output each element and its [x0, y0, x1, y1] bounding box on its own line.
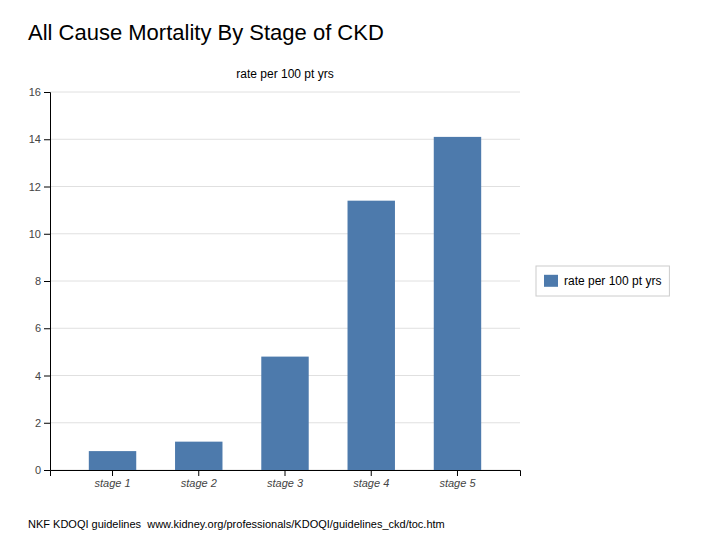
bars [89, 137, 481, 470]
y-tick-label: 16 [29, 86, 41, 98]
footer: NKF KDOQI guidelines www.kidney.org/prof… [28, 518, 445, 530]
bar [434, 137, 481, 470]
y-tick-mark [44, 423, 50, 424]
y-tick-mark [44, 187, 50, 188]
x-axis: stage 1 stage 2 stage 3 stage 4 stage 5 [51, 470, 521, 489]
x-tick-mark [371, 470, 372, 476]
plot: rate per 100 pt yrs0246810121416stage 1s… [29, 67, 521, 489]
y-tick: 16 [29, 86, 50, 98]
x-axis-line [51, 471, 521, 477]
y-tick-mark [44, 281, 50, 282]
y-tick-mark [44, 92, 50, 93]
chart: All Cause Mortality By Stage of CKD NKF K… [0, 0, 720, 540]
legend-item: rate per 100 pt yrs [544, 274, 661, 288]
legend-label: rate per 100 pt yrs [564, 274, 661, 288]
y-tick: 4 [35, 370, 50, 382]
legend: rate per 100 pt yrs [536, 266, 669, 296]
x-tick-label: stage 3 [267, 477, 304, 489]
x-tick-label: stage 5 [439, 477, 476, 489]
y-tick-label: 8 [35, 275, 41, 287]
bar [89, 451, 136, 470]
y-tick-mark [44, 234, 50, 235]
x-tick-label: stage 2 [181, 477, 217, 489]
x-tick-mark [112, 470, 113, 476]
y-tick-mark [44, 470, 50, 471]
y-tick-label: 10 [29, 228, 41, 240]
y-tick-label: 2 [35, 417, 41, 429]
y-tick: 14 [29, 133, 50, 145]
x-tick-label: stage 1 [94, 477, 130, 489]
y-tick: 6 [35, 322, 50, 334]
x-tick: stage 1 [94, 470, 130, 489]
subtitle: rate per 100 pt yrs [236, 67, 333, 81]
x-tick-mark [285, 470, 286, 476]
y-axis-line [44, 93, 51, 471]
bar [348, 201, 395, 470]
y-tick: 0 [35, 464, 50, 476]
y-tick: 8 [35, 275, 50, 287]
grid-line [50, 92, 520, 93]
legend-swatch [544, 275, 558, 287]
grid [50, 92, 520, 470]
x-tick-mark [198, 470, 199, 476]
x-tick: stage 4 [353, 470, 389, 489]
legend-frame [536, 266, 669, 296]
y-tick: 10 [29, 228, 50, 240]
y-tick: 12 [29, 181, 50, 193]
x-tick: stage 5 [439, 470, 476, 489]
y-tick-mark [44, 376, 50, 377]
y-tick-mark [44, 328, 50, 329]
x-tick-mark [457, 470, 458, 476]
y-tick: 2 [35, 417, 50, 429]
title: All Cause Mortality By Stage of CKD [28, 20, 384, 45]
y-tick-label: 12 [29, 181, 41, 193]
x-tick-label: stage 4 [353, 477, 389, 489]
y-tick-label: 0 [35, 464, 41, 476]
bar [175, 442, 222, 470]
y-tick-label: 4 [35, 370, 41, 382]
y-tick-label: 6 [35, 322, 41, 334]
x-tick: stage 3 [267, 470, 304, 489]
y-tick-label: 14 [29, 133, 41, 145]
x-tick: stage 2 [181, 470, 217, 489]
y-tick-mark [44, 139, 50, 140]
y-axis: 0 2 4 6 8 10 12 14 16 [29, 86, 51, 476]
bar [261, 357, 308, 470]
